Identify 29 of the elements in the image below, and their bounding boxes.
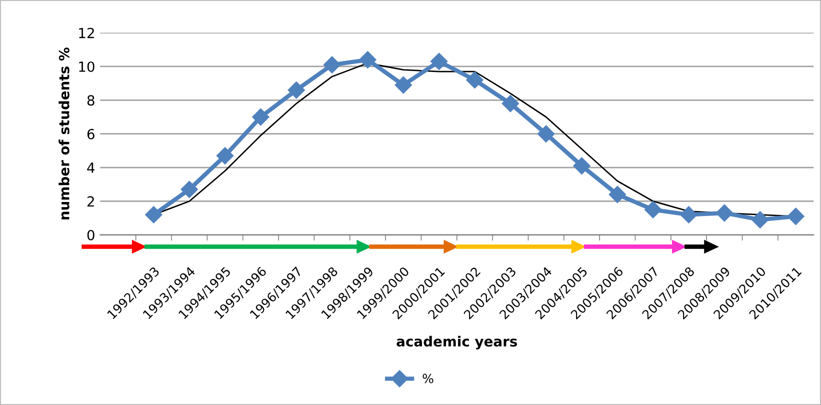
point: [252, 108, 270, 126]
point: [680, 206, 698, 224]
point: [216, 147, 234, 164]
point: [180, 180, 198, 198]
legend-label: %: [422, 374, 434, 384]
point: [502, 94, 519, 112]
point: [752, 211, 769, 228]
point: [359, 51, 376, 68]
y-tick-label: 0: [87, 230, 94, 240]
point: [716, 204, 733, 222]
y-tick-label: 6: [87, 128, 94, 140]
point: [145, 206, 162, 224]
point: [608, 186, 626, 204]
point: [288, 82, 305, 99]
point: [394, 76, 412, 94]
y-tick-label: 12: [79, 28, 94, 38]
point: [323, 56, 341, 74]
y-tick-label: 10: [79, 61, 94, 72]
y-axis-title: number of students %: [58, 48, 70, 220]
y-tick-label: 4: [87, 162, 95, 173]
point: [573, 157, 590, 174]
y-tick-label: 8: [87, 95, 94, 106]
y-tick-label: 2: [87, 196, 94, 206]
point: [787, 208, 804, 225]
point: [644, 201, 662, 218]
point: [430, 52, 448, 70]
point: [538, 125, 555, 142]
x-axis-title: academic years: [396, 336, 518, 350]
point: [466, 71, 484, 89]
